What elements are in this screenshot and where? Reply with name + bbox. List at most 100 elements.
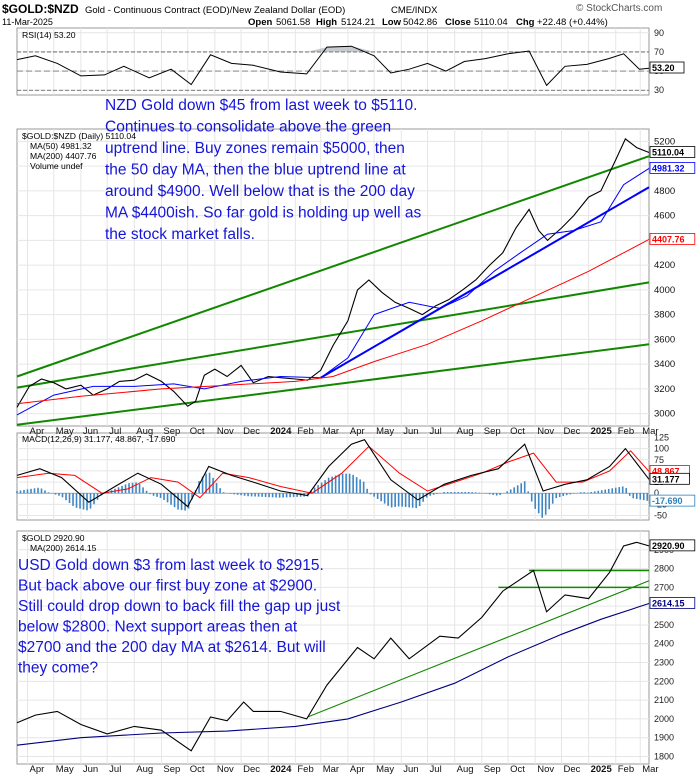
macd-histogram-bar <box>23 489 25 494</box>
usd-x-tick: 2024 <box>270 764 292 775</box>
macd-histogram-bar <box>541 493 544 518</box>
usd-badge-0: 2920.90 <box>649 539 696 552</box>
macd-histogram-bar <box>551 493 554 504</box>
price-legend-ma50: MA(50) 4981.32 <box>30 141 92 151</box>
macd-histogram-bar <box>418 493 421 507</box>
usd-legend-ma200: MA(200) 2614.15 <box>30 543 97 553</box>
macd-histogram-bar <box>250 493 253 497</box>
price-y-tick: 3200 <box>654 384 675 395</box>
price-x-tick: 2025 <box>591 426 613 437</box>
macd-histogram-bar <box>635 493 638 499</box>
usd-y-tick: 2400 <box>654 639 674 649</box>
macd-histogram-bar <box>387 493 389 506</box>
price-x-tick: Dec <box>243 426 260 437</box>
macd-histogram-bar <box>313 487 316 494</box>
usd-ma200-line <box>16 602 650 746</box>
usd-x-tick: Feb <box>618 764 634 775</box>
usd-y-tick: 2700 <box>654 582 674 592</box>
price-y-tick: 4200 <box>654 260 675 271</box>
macd-histogram-bar <box>275 493 277 498</box>
series-layer <box>16 45 650 752</box>
macd-histogram-bar <box>516 485 519 494</box>
macd-histogram-bar <box>198 481 200 494</box>
macd-histogram-bar <box>334 475 337 494</box>
usd-x-tick: Jul <box>109 764 121 775</box>
macd-histogram-bar <box>614 487 617 494</box>
chart-exchange: CME/INDX <box>391 5 438 16</box>
tick-layer: Apr Apr May May Jun Jun Jul Jul Aug Aug Sep Sep Oct O… <box>30 28 676 775</box>
macd-histogram-bar <box>555 493 558 499</box>
price-legend-ma200: MA(200) 4407.76 <box>30 151 97 161</box>
rsi-y-tick: 90 <box>654 28 664 38</box>
macd-histogram-bar <box>457 492 459 494</box>
usd-x-tick: Oct <box>190 764 205 775</box>
svg-text:4981.32: 4981.32 <box>652 163 685 173</box>
macd-histogram-bar <box>145 490 148 494</box>
macd-histogram-bar <box>450 492 452 494</box>
macd-histogram-bar <box>152 493 155 496</box>
usd-x-tick: Apr <box>30 764 45 775</box>
low-value: 5042.86 <box>403 17 437 28</box>
svg-text:53.20: 53.20 <box>652 63 675 73</box>
macd-histogram-bar <box>397 493 400 507</box>
usd-x-tick: Apr <box>350 764 365 775</box>
usd-x-tick: Sep <box>484 764 501 775</box>
ma50-line <box>16 167 650 416</box>
macd-histogram-bar <box>642 493 645 501</box>
price-badge-1: 4981.32 <box>649 162 696 174</box>
macd-histogram-bar <box>586 492 589 494</box>
macd-histogram-bar <box>54 493 57 495</box>
svg-text:2920.90: 2920.90 <box>652 541 685 551</box>
macd-histogram-bar <box>212 477 214 494</box>
macd-histogram-bar <box>380 493 382 502</box>
macd-histogram-bar <box>40 488 43 494</box>
macd-histogram-bar <box>590 492 593 494</box>
macd-histogram-bar <box>86 493 88 511</box>
macd-histogram-bar <box>415 493 417 509</box>
macd-badge-1: 31.177 <box>649 472 690 485</box>
macd-histogram-bar <box>138 484 141 494</box>
macd-histogram-bar <box>72 493 74 506</box>
price-y-tick: 4600 <box>654 211 675 222</box>
macd-histogram-bar <box>131 482 134 494</box>
macd-histogram-bar <box>464 492 466 494</box>
macd-histogram-bar <box>296 493 298 497</box>
macd-histogram-bar <box>173 493 176 508</box>
macd-histogram-bar <box>208 472 211 494</box>
macd-histogram-bar <box>61 493 64 498</box>
price-legend-symbol: $GOLD:$NZD (Daily) 5110.04 <box>22 131 136 141</box>
macd-histogram-bar <box>527 491 530 494</box>
macd-histogram-bar <box>600 490 603 494</box>
macd-histogram-bar <box>474 492 477 494</box>
usd-y-tick: 2200 <box>654 676 674 686</box>
open-label: Open <box>248 17 272 28</box>
macd-histogram-bar <box>562 493 565 496</box>
usd-x-tick: Aug <box>136 764 153 775</box>
chart-symbol: $GOLD:$NZD <box>2 2 79 16</box>
macd-histogram-bar <box>243 493 246 496</box>
macd-histogram-bar <box>264 493 267 498</box>
macd-histogram-bar <box>345 473 347 494</box>
macd-histogram-bar <box>310 490 312 494</box>
usd-y-tick: 2100 <box>654 695 674 705</box>
macd-histogram-bar <box>163 493 165 500</box>
macd-histogram-bar <box>355 477 358 494</box>
macd-histogram-bar <box>299 493 302 497</box>
macd-panel <box>16 432 650 521</box>
macd-histogram-bar <box>362 481 365 494</box>
price-x-tick: May <box>56 426 74 437</box>
macd-histogram-bar <box>26 489 29 494</box>
usd-x-tick: Feb <box>297 764 313 775</box>
rsi-value-badge: 53.20 <box>649 61 685 74</box>
macd-histogram-bar <box>390 493 393 508</box>
macd-histogram-bar <box>607 488 610 494</box>
price-x-tick: Oct <box>190 426 205 437</box>
macd-histogram-bar <box>352 474 354 494</box>
macd-y-tick: -50 <box>654 511 667 521</box>
price-legend-volume: Volume undef <box>30 161 83 171</box>
macd-histogram-bar <box>338 474 340 494</box>
macd-histogram-bar <box>446 492 449 494</box>
price-x-tick: Feb <box>618 426 634 437</box>
macd-histogram-bar <box>149 493 151 495</box>
